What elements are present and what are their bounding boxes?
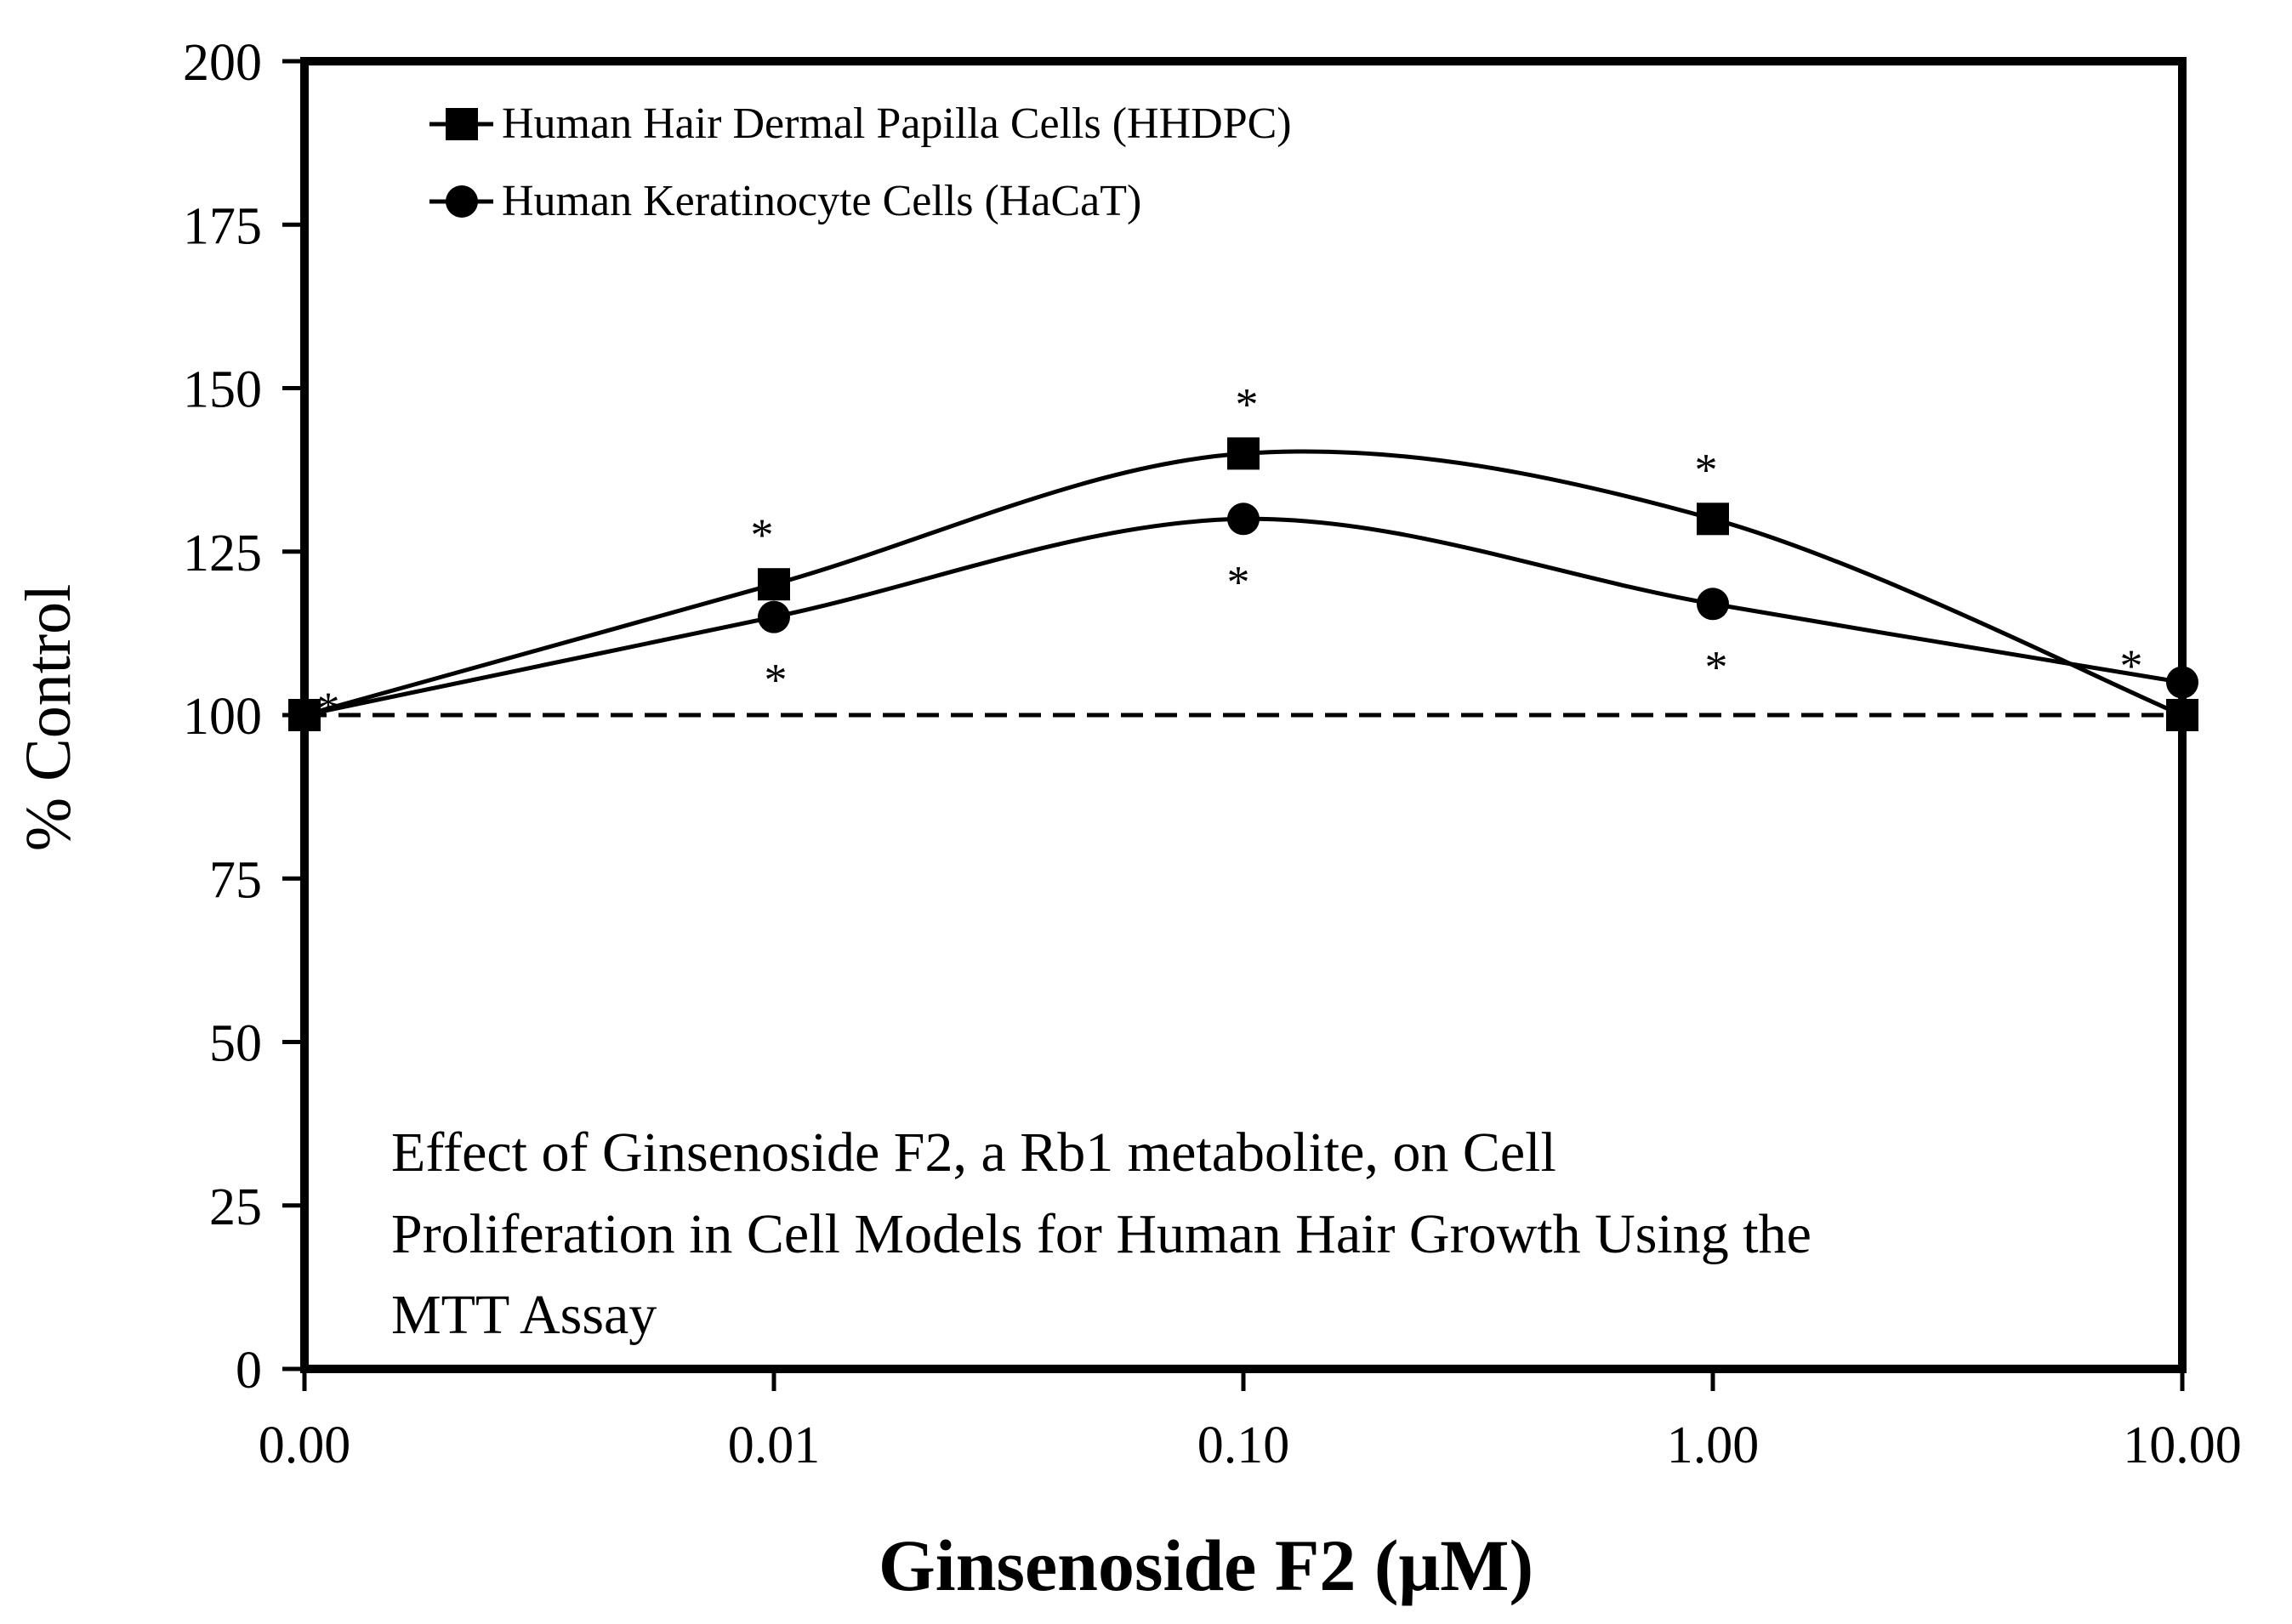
x-tick-label-1.00: 1.00 [1667,1417,1760,1474]
significance-star-hacat-0.10: * [1227,556,1250,607]
data-point-hacat-1.00 [1697,588,1729,621]
x-axis-ticks: 0.00 0.01 0.10 1.00 10.00 [259,1369,2242,1474]
x-tick-label-0.01: 0.01 [728,1417,821,1474]
x-tick-label-0.00: 0.00 [259,1417,351,1474]
legend-label-hhdpc: Human Hair Dermal Papilla Cells (HHDPC) [502,99,1292,148]
data-point-hacat-0.00 [288,699,321,731]
x-tick-label-0.10: 0.10 [1197,1417,1290,1474]
chart-title: Effect of Ginsenoside F2, a Rb1 metaboli… [391,1121,1811,1346]
data-point-hacat-0.01 [758,600,790,633]
significance-star-hhdpc-0.10: * [1236,378,1259,429]
series-markers-layer [288,437,2198,731]
y-tick-label-50: 50 [209,1015,262,1073]
data-point-hhdpc-0.10 [1227,437,1260,470]
y-tick-label-75: 75 [209,851,262,909]
data-point-hhdpc-1.00 [1697,503,1729,536]
y-tick-label-150: 150 [183,361,262,419]
x-tick-label-10.00: 10.00 [2123,1417,2242,1474]
legend-circle-marker [446,185,478,218]
y-axis-label: % Control [13,584,84,852]
y-tick-label-0: 0 [236,1342,262,1400]
significance-star-hhdpc-0.01: * [751,509,774,560]
y-tick-label-200: 200 [183,34,262,92]
legend-item-hhdpc: Human Hair Dermal Papilla Cells (HHDPC) [429,99,1292,148]
y-tick-label-125: 125 [183,525,262,582]
legend-square-marker [446,108,478,140]
y-tick-label-175: 175 [183,197,262,255]
y-axis-ticks: 0 25 50 75 100 125 150 175 200 [183,34,304,1400]
legend-label-hacat: Human Keratinocyte Cells (HaCaT) [502,177,1141,225]
data-point-hacat-10.00 [2166,666,2198,699]
y-tick-label-100: 100 [183,688,262,746]
data-point-hhdpc-10.00 [2166,699,2198,731]
significance-star-hhdpc-0.00: * [317,683,340,734]
chart-title-line-2: Proliferation in Cell Models for Human H… [391,1203,1811,1265]
chart-title-line-3: MTT Assay [391,1284,657,1346]
significance-star-hacat-1.00: * [1705,641,1728,692]
significance-star-hacat-0.01: * [765,655,788,706]
significance-star-hhdpc-1.00: * [1695,444,1718,495]
significance-markers-layer: * * * * * * * * [317,378,2143,734]
data-point-hhdpc-0.01 [758,568,790,601]
data-point-hacat-0.10 [1227,503,1260,536]
chart-title-line-1: Effect of Ginsenoside F2, a Rb1 metaboli… [391,1121,1556,1184]
y-tick-label-25: 25 [209,1178,262,1236]
legend-item-hacat: Human Keratinocyte Cells (HaCaT) [429,177,1141,225]
significance-star-hhdpc-10.00: * [2120,640,2143,691]
x-axis-label: Ginsenoside F2 (μM) [879,1525,1533,1606]
legend: Human Hair Dermal Papilla Cells (HHDPC) … [429,99,1292,225]
